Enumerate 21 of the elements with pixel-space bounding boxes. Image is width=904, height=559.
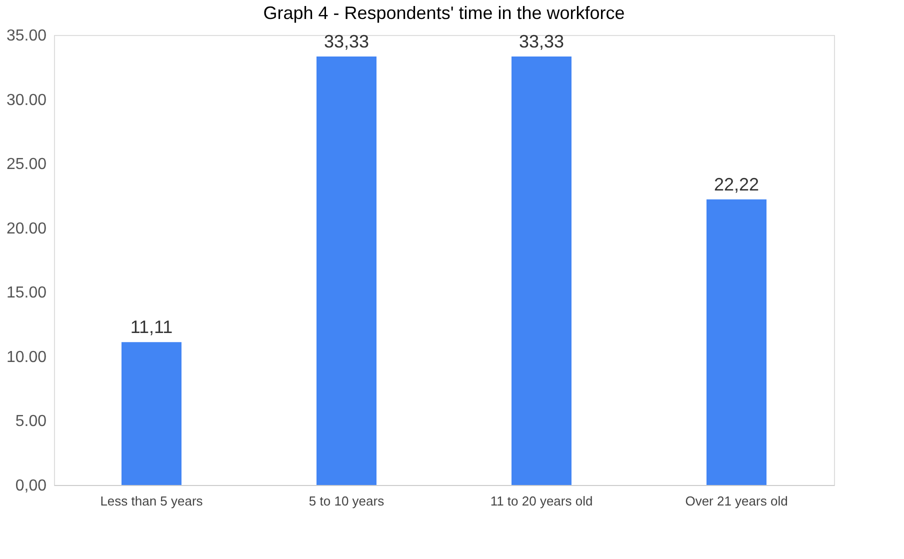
y-tick-label: 35.00: [6, 28, 47, 44]
x-tick-label: Over 21 years old: [685, 494, 788, 508]
y-tick-label: 20.00: [6, 220, 47, 238]
y-tick-label: 30.00: [6, 92, 47, 109]
data-label: 22,22: [714, 174, 760, 194]
y-tick-label: 0,00: [15, 478, 47, 494]
data-label: 33,33: [324, 31, 370, 52]
bar: [706, 199, 766, 485]
data-label: 11,11: [130, 317, 173, 338]
x-tick-label: Less than 5 years: [100, 494, 204, 508]
chart-title: Graph 4 - Respondents' time in the workforce: [263, 3, 625, 23]
x-tick-label: 11 to 20 years old: [490, 494, 593, 508]
x-tick-label: 5 to 10 years: [308, 494, 385, 508]
y-tick-label: 15.00: [6, 284, 47, 302]
bar: [316, 56, 376, 485]
data-label: 33,33: [518, 31, 564, 52]
y-tick-label: 10.00: [6, 348, 47, 366]
y-tick-label: 5.00: [15, 413, 47, 430]
bar: [122, 342, 182, 485]
y-tick-label: 25.00: [6, 156, 47, 174]
bar: [512, 56, 572, 485]
